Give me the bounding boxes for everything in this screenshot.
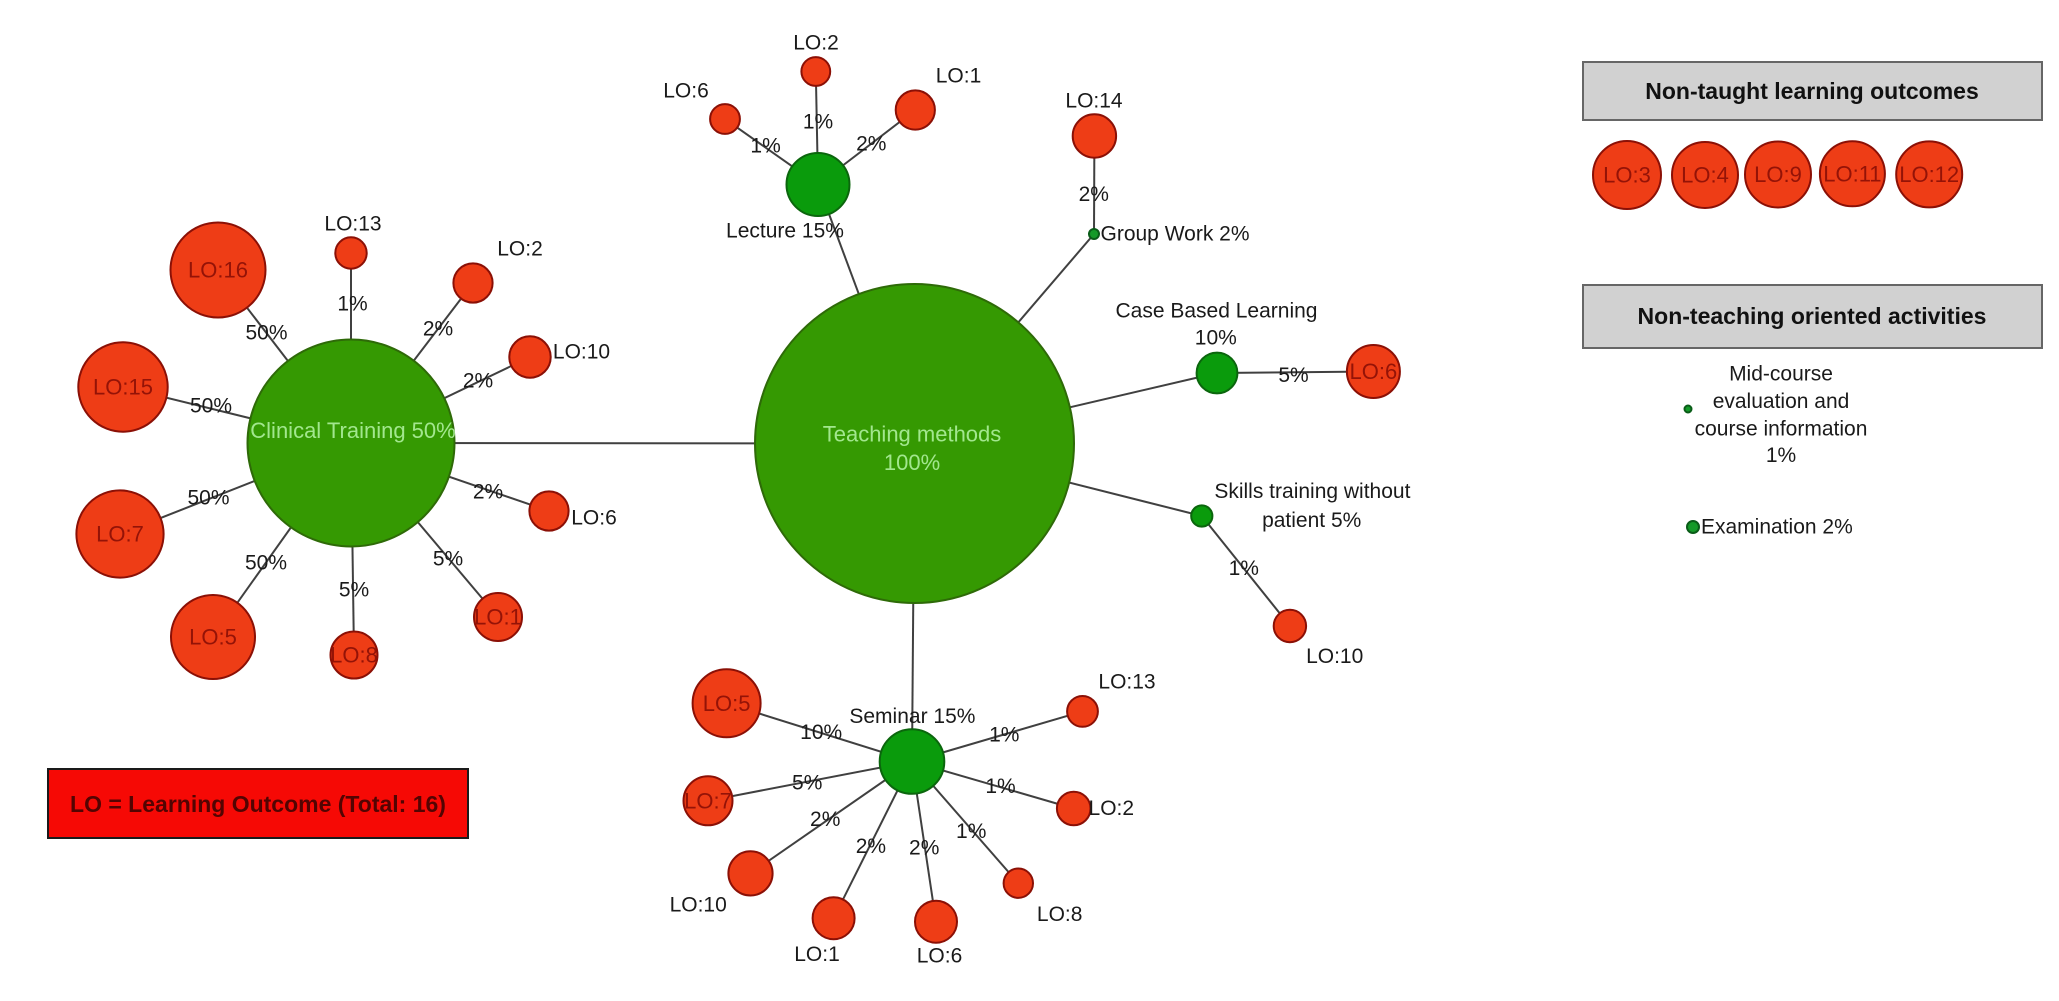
- svg-text:Skills training without: Skills training without: [1214, 480, 1410, 503]
- svg-text:Clinical Training 50%: Clinical Training 50%: [250, 418, 455, 443]
- svg-text:LO:5: LO:5: [189, 625, 237, 650]
- svg-text:5%: 5%: [433, 548, 463, 571]
- svg-text:50%: 50%: [187, 487, 229, 510]
- svg-text:LO:1: LO:1: [474, 605, 522, 630]
- svg-text:LO:13: LO:13: [324, 213, 381, 236]
- svg-text:2%: 2%: [463, 370, 493, 393]
- svg-text:LO:8: LO:8: [330, 643, 378, 668]
- svg-text:1%: 1%: [750, 135, 780, 158]
- svg-text:50%: 50%: [245, 322, 287, 345]
- svg-text:LO:10: LO:10: [1306, 645, 1363, 668]
- svg-text:1%: 1%: [337, 293, 367, 316]
- svg-text:LO:6: LO:6: [663, 80, 709, 103]
- svg-text:Mid-course: Mid-course: [1729, 363, 1833, 386]
- svg-text:1%: 1%: [985, 775, 1015, 798]
- svg-text:Case Based Learning: Case Based Learning: [1116, 300, 1318, 323]
- svg-text:LO:11: LO:11: [1823, 161, 1881, 186]
- svg-text:2%: 2%: [909, 837, 939, 860]
- svg-text:LO:8: LO:8: [1037, 903, 1083, 926]
- svg-text:LO:2: LO:2: [497, 238, 543, 261]
- svg-text:LO:2: LO:2: [1089, 797, 1135, 820]
- svg-text:LO:4: LO:4: [1681, 163, 1729, 188]
- svg-text:Seminar 15%: Seminar 15%: [849, 705, 975, 728]
- svg-text:LO:9: LO:9: [1754, 162, 1802, 187]
- svg-text:50%: 50%: [190, 395, 232, 418]
- svg-text:LO:15: LO:15: [93, 375, 153, 400]
- svg-text:2%: 2%: [423, 318, 453, 341]
- svg-text:Teaching methods: Teaching methods: [823, 422, 1002, 447]
- svg-text:LO:14: LO:14: [1065, 90, 1123, 113]
- svg-text:Non-teaching oriented activiti: Non-teaching oriented activities: [1638, 303, 1987, 329]
- svg-text:10%: 10%: [1195, 327, 1237, 350]
- svg-text:LO:10: LO:10: [670, 894, 727, 917]
- svg-text:50%: 50%: [245, 552, 287, 575]
- svg-text:Non-taught learning outcomes: Non-taught learning outcomes: [1645, 78, 1979, 104]
- svg-text:1%: 1%: [956, 820, 986, 843]
- svg-text:10%: 10%: [800, 721, 842, 744]
- svg-text:1%: 1%: [1229, 557, 1259, 580]
- svg-text:Group Work 2%: Group Work 2%: [1101, 223, 1250, 246]
- svg-text:2%: 2%: [1079, 183, 1109, 206]
- svg-text:1%: 1%: [803, 111, 833, 134]
- svg-text:LO:12: LO:12: [1899, 162, 1959, 187]
- svg-text:Examination 2%: Examination 2%: [1701, 516, 1853, 539]
- svg-text:100%: 100%: [884, 450, 940, 475]
- svg-text:LO:5: LO:5: [703, 691, 751, 716]
- svg-text:2%: 2%: [856, 133, 886, 156]
- svg-text:course information: course information: [1695, 417, 1868, 440]
- svg-text:2%: 2%: [473, 481, 503, 504]
- svg-text:LO:6: LO:6: [1350, 359, 1398, 384]
- svg-text:evaluation and: evaluation and: [1713, 390, 1850, 413]
- svg-text:patient 5%: patient 5%: [1262, 509, 1361, 532]
- svg-text:5%: 5%: [339, 579, 369, 602]
- svg-text:1%: 1%: [989, 724, 1019, 747]
- svg-text:LO:10: LO:10: [553, 341, 610, 364]
- svg-text:LO:13: LO:13: [1098, 671, 1155, 694]
- svg-text:LO:3: LO:3: [1603, 163, 1651, 188]
- svg-text:LO:1: LO:1: [794, 943, 840, 966]
- svg-text:LO:7: LO:7: [96, 522, 144, 547]
- svg-text:LO:6: LO:6: [571, 507, 617, 530]
- svg-text:LO:7: LO:7: [684, 788, 732, 813]
- svg-text:2%: 2%: [856, 835, 886, 858]
- svg-text:LO:6: LO:6: [917, 945, 963, 968]
- svg-text:2%: 2%: [810, 808, 840, 831]
- svg-text:5%: 5%: [1278, 364, 1308, 387]
- svg-text:1%: 1%: [1766, 444, 1796, 467]
- svg-text:LO:2: LO:2: [793, 32, 839, 55]
- svg-text:LO:16: LO:16: [188, 258, 248, 283]
- svg-text:LO = Learning Outcome (Total:: LO = Learning Outcome (Total: 16): [70, 791, 446, 817]
- svg-text:5%: 5%: [792, 772, 822, 795]
- svg-text:Lecture 15%: Lecture 15%: [726, 220, 844, 243]
- svg-text:LO:1: LO:1: [936, 65, 982, 88]
